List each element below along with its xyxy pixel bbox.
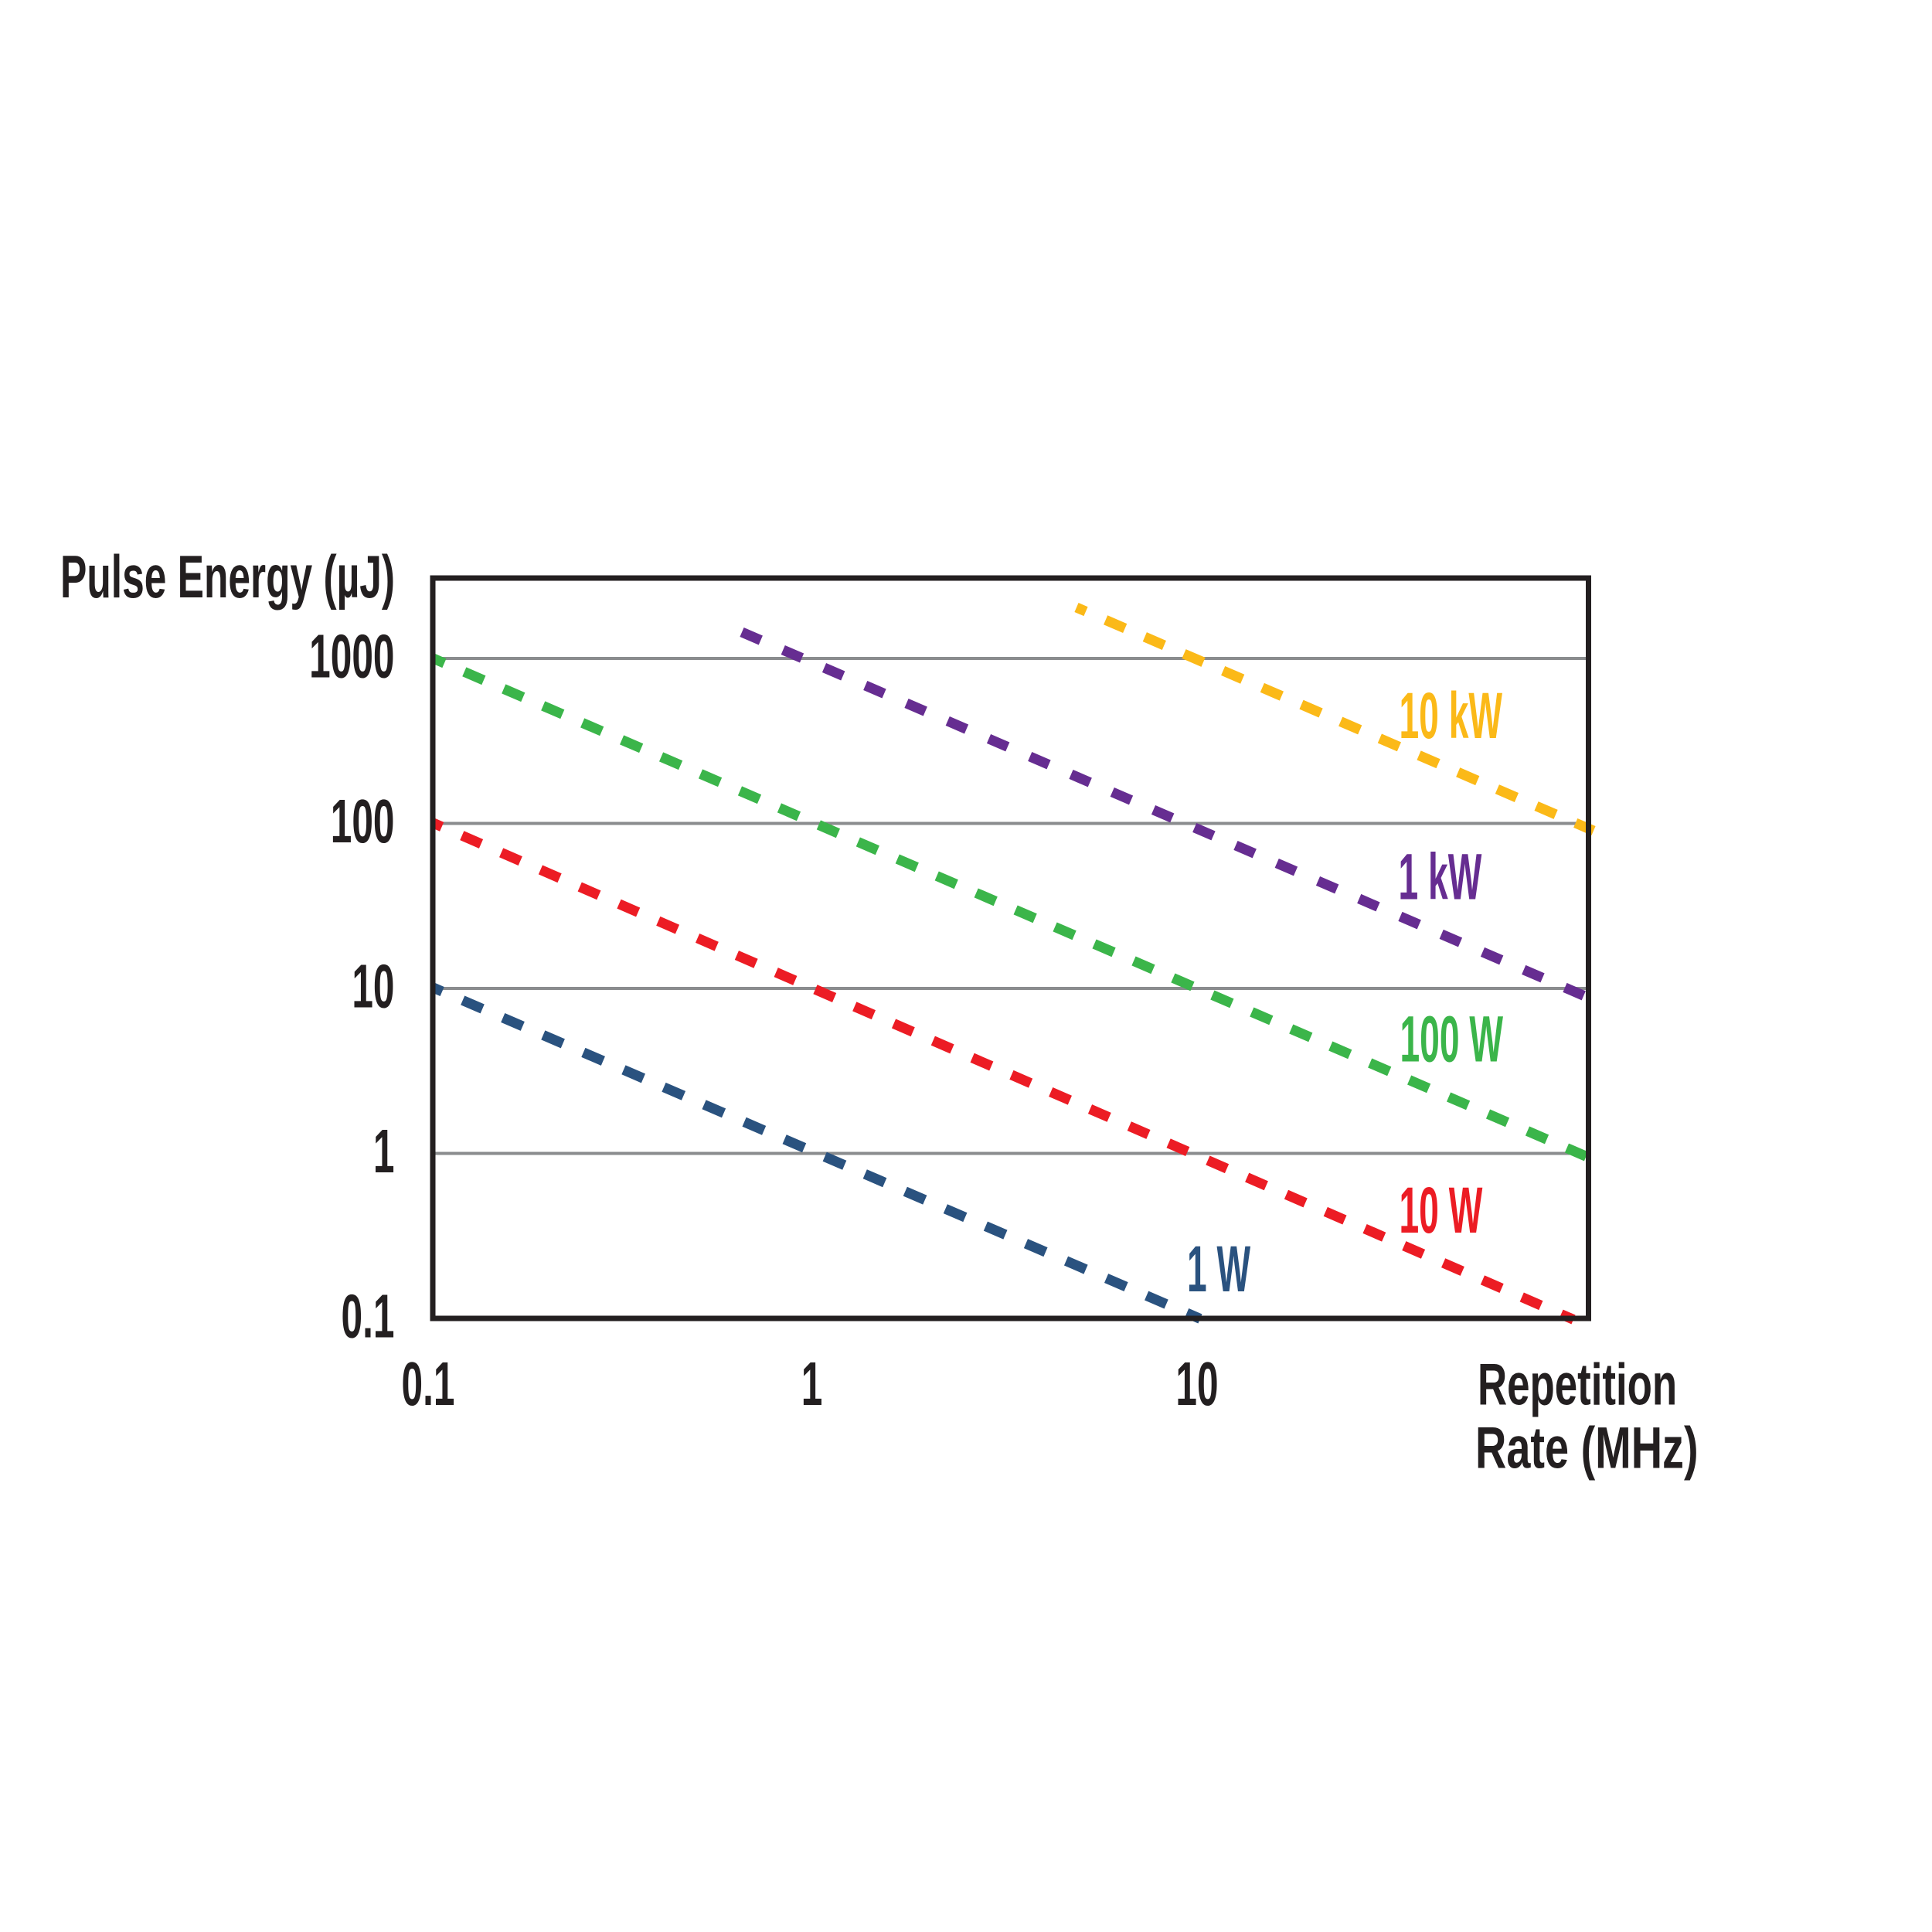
svg-text:1: 1	[801, 1350, 823, 1419]
svg-text:1000: 1000	[309, 623, 394, 692]
svg-text:1 kW: 1 kW	[1399, 842, 1482, 913]
svg-text:Pulse Energy (µJ): Pulse Energy (µJ)	[60, 543, 395, 611]
svg-text:10: 10	[352, 953, 394, 1022]
svg-text:Rate (MHz): Rate (MHz)	[1475, 1416, 1699, 1481]
svg-text:10 W: 10 W	[1400, 1175, 1483, 1247]
svg-text:1: 1	[373, 1117, 395, 1186]
svg-text:1 W: 1 W	[1187, 1234, 1250, 1306]
svg-text:100 W: 100 W	[1400, 1004, 1504, 1076]
svg-text:10: 10	[1175, 1350, 1218, 1419]
svg-text:0.1: 0.1	[402, 1350, 455, 1419]
svg-text:Repetition: Repetition	[1478, 1352, 1677, 1417]
svg-text:0.1: 0.1	[342, 1283, 395, 1352]
svg-text:100: 100	[331, 787, 395, 856]
svg-text:10 kW: 10 kW	[1400, 681, 1503, 753]
